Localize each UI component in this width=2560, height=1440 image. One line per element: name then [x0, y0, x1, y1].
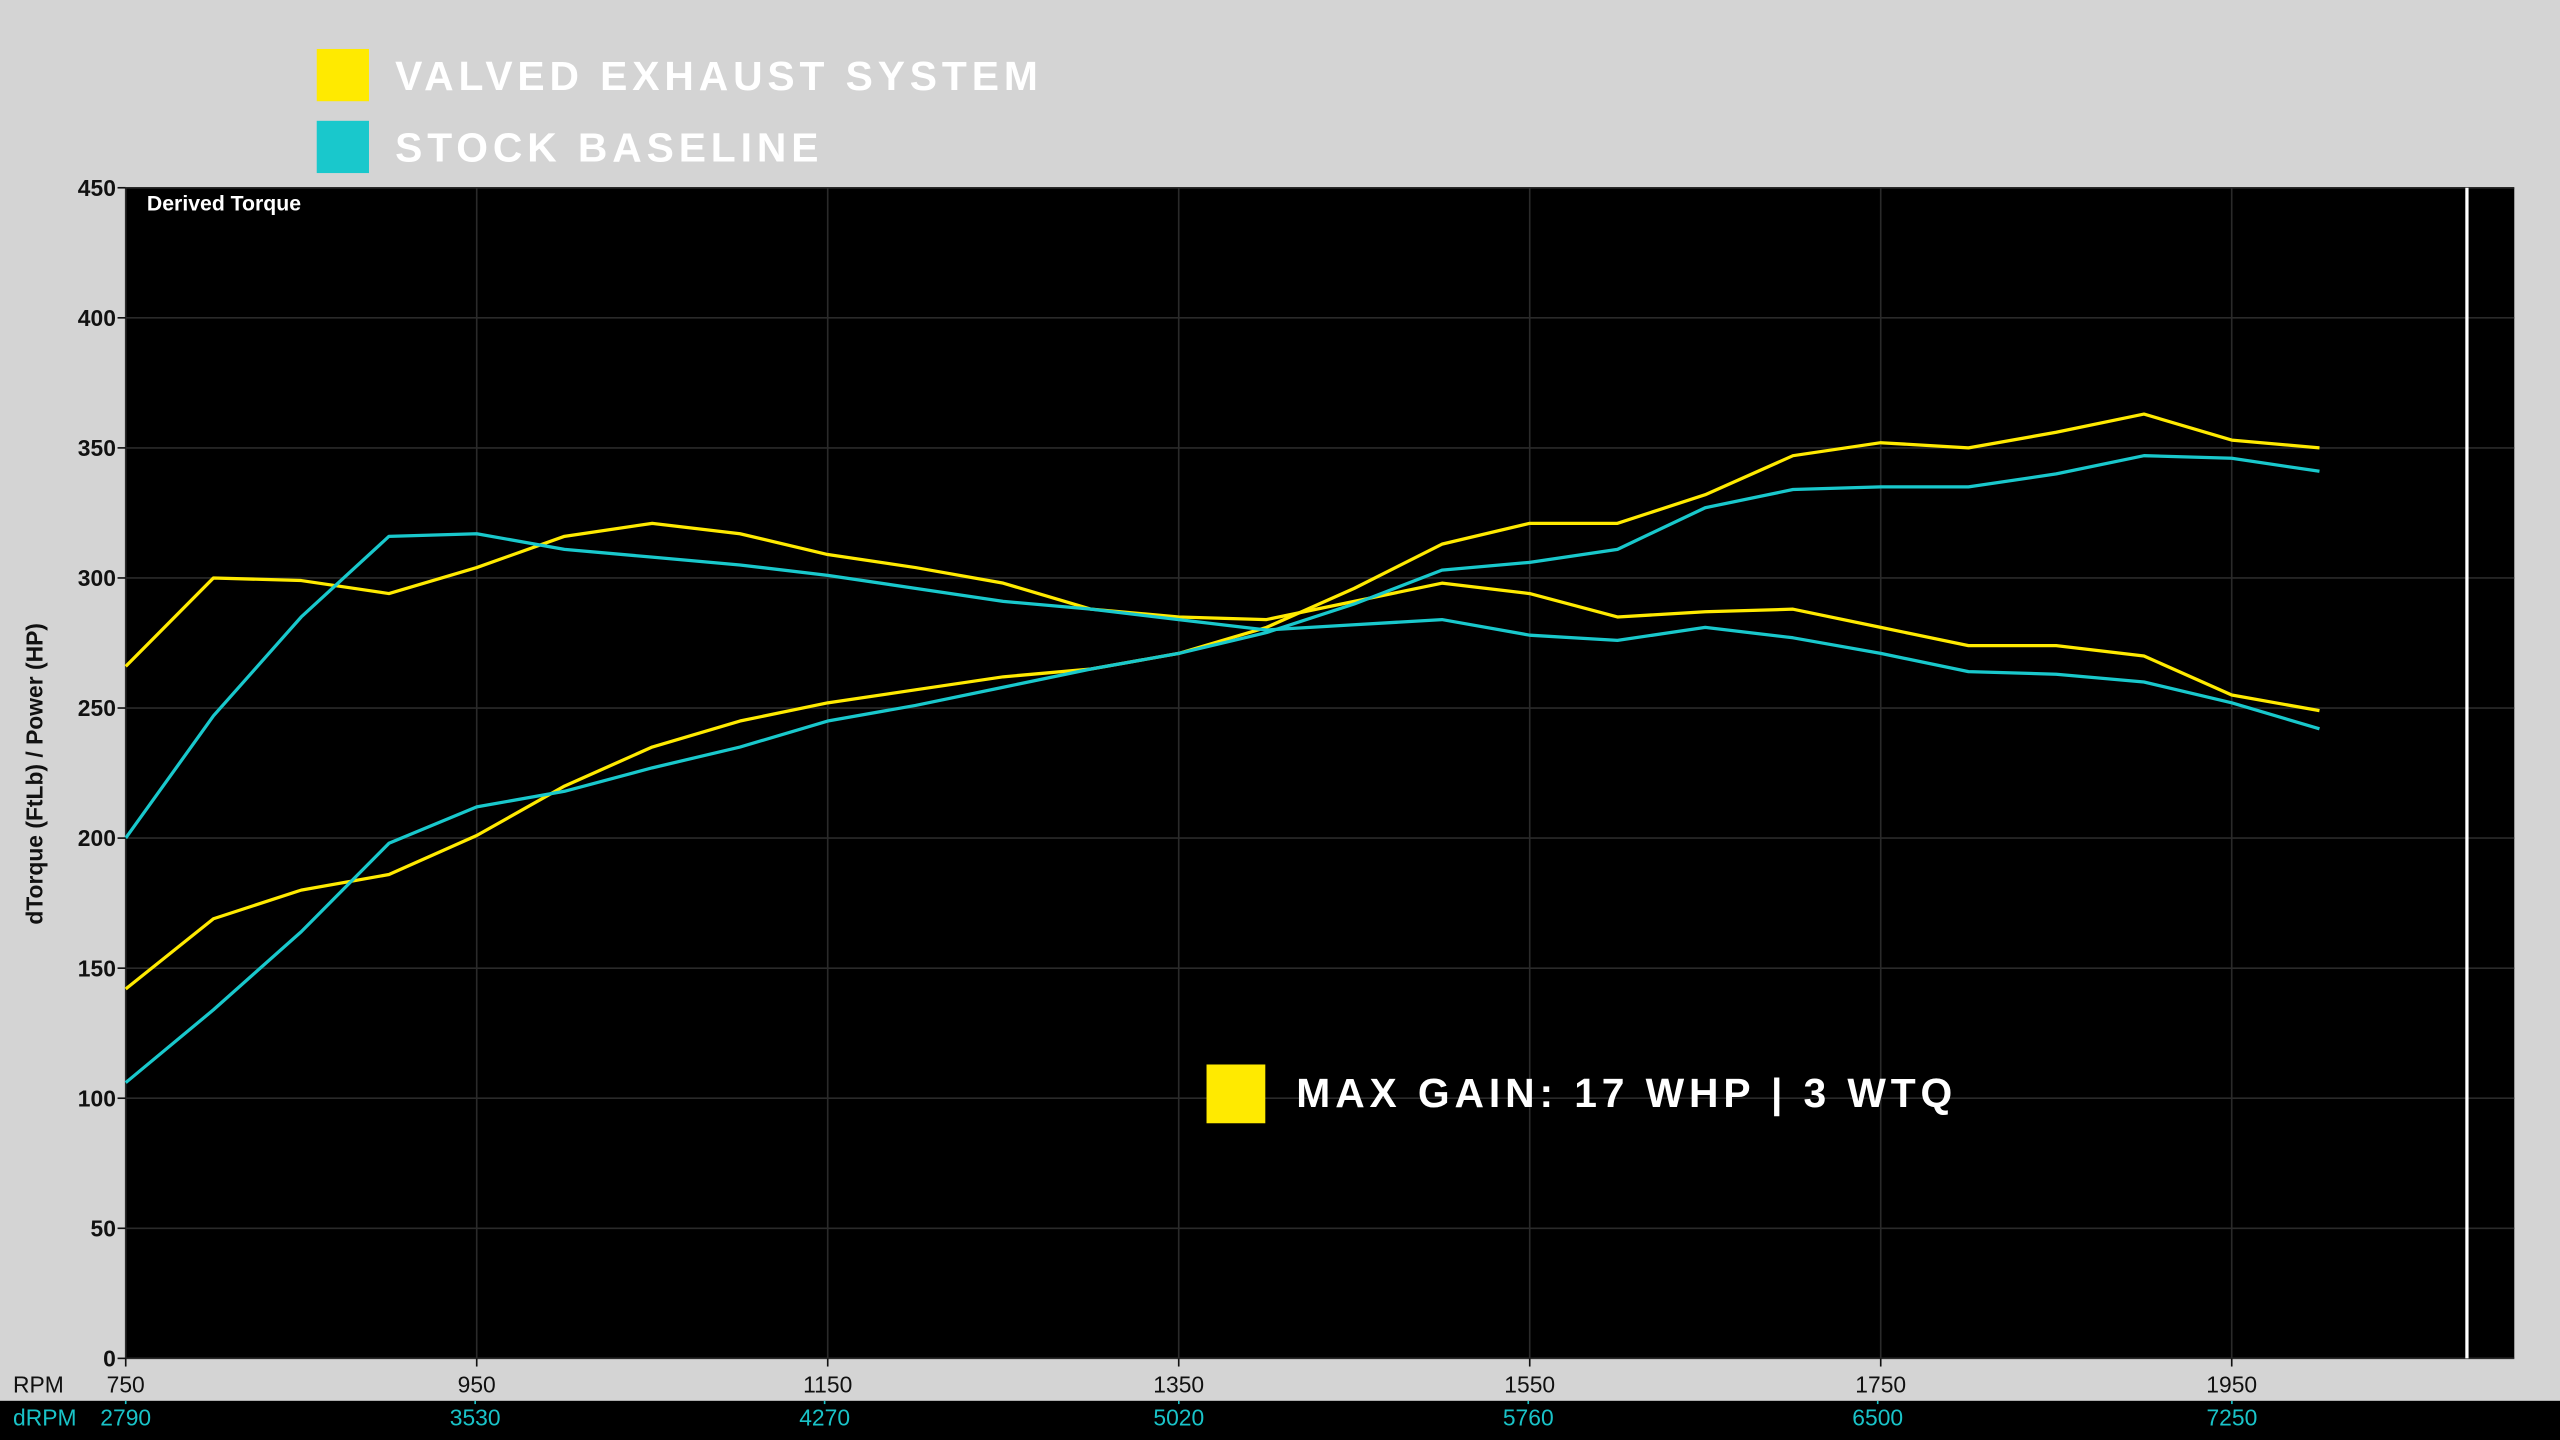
x-tick-label: 950 — [458, 1372, 496, 1398]
plot-title: Derived Torque — [147, 193, 301, 216]
legend-swatch — [316, 48, 369, 102]
x-tick-label: 1150 — [803, 1372, 852, 1398]
y-tick-label: 350 — [78, 435, 116, 461]
x2-axis-label: dRPM — [13, 1404, 76, 1430]
x-axis-label: RPM — [13, 1372, 64, 1398]
lines — [124, 412, 2320, 1084]
x-tick-label: 1350 — [1153, 1372, 1204, 1398]
x2-tick-label: 3530 — [450, 1404, 501, 1430]
power-line — [124, 412, 2320, 991]
grid — [124, 186, 2515, 1360]
plot-area — [125, 187, 2515, 1359]
x-tick-label: 1950 — [2206, 1372, 2257, 1398]
power-line — [124, 454, 2320, 1084]
y-tick-label: 400 — [78, 305, 116, 331]
x2-tick-label: 7250 — [2206, 1404, 2257, 1430]
x2-tick-label: 2790 — [100, 1404, 151, 1430]
annotation: MAX GAIN: 17 WHP | 3 WTQ — [1296, 1070, 1957, 1116]
annotation-swatch — [1206, 1064, 1266, 1124]
torque-line — [124, 521, 2320, 713]
legend-swatch — [316, 120, 369, 174]
x2-tick-label: 6500 — [1852, 1404, 1903, 1430]
torque-line — [124, 532, 2320, 840]
legend-label: VALVED EXHAUST SYSTEM — [395, 53, 1043, 99]
y-axis-label: dTorque (FtLb) / Power (HP) — [21, 623, 47, 925]
drpm-band — [0, 1400, 2560, 1440]
y-tick-label: 200 — [78, 825, 116, 851]
x2-tick-label: 5020 — [1153, 1404, 1204, 1430]
x-tick-label: 750 — [107, 1372, 145, 1398]
y-tick-label: 0 — [103, 1346, 116, 1372]
y-tick-label: 300 — [78, 565, 116, 591]
x2-tick-label: 4270 — [799, 1404, 850, 1430]
y-tick-label: 100 — [78, 1085, 116, 1111]
y-tick-label: 50 — [90, 1215, 115, 1241]
legend-label: STOCK BASELINE — [395, 125, 823, 171]
y-tick-label: 250 — [78, 695, 116, 721]
x2-tick-label: 5760 — [1503, 1404, 1554, 1430]
x-tick-label: 1550 — [1504, 1372, 1555, 1398]
x-tick-label: 1750 — [1855, 1372, 1906, 1398]
y-tick-label: 150 — [78, 955, 116, 981]
y-tick-label: 450 — [78, 175, 116, 201]
